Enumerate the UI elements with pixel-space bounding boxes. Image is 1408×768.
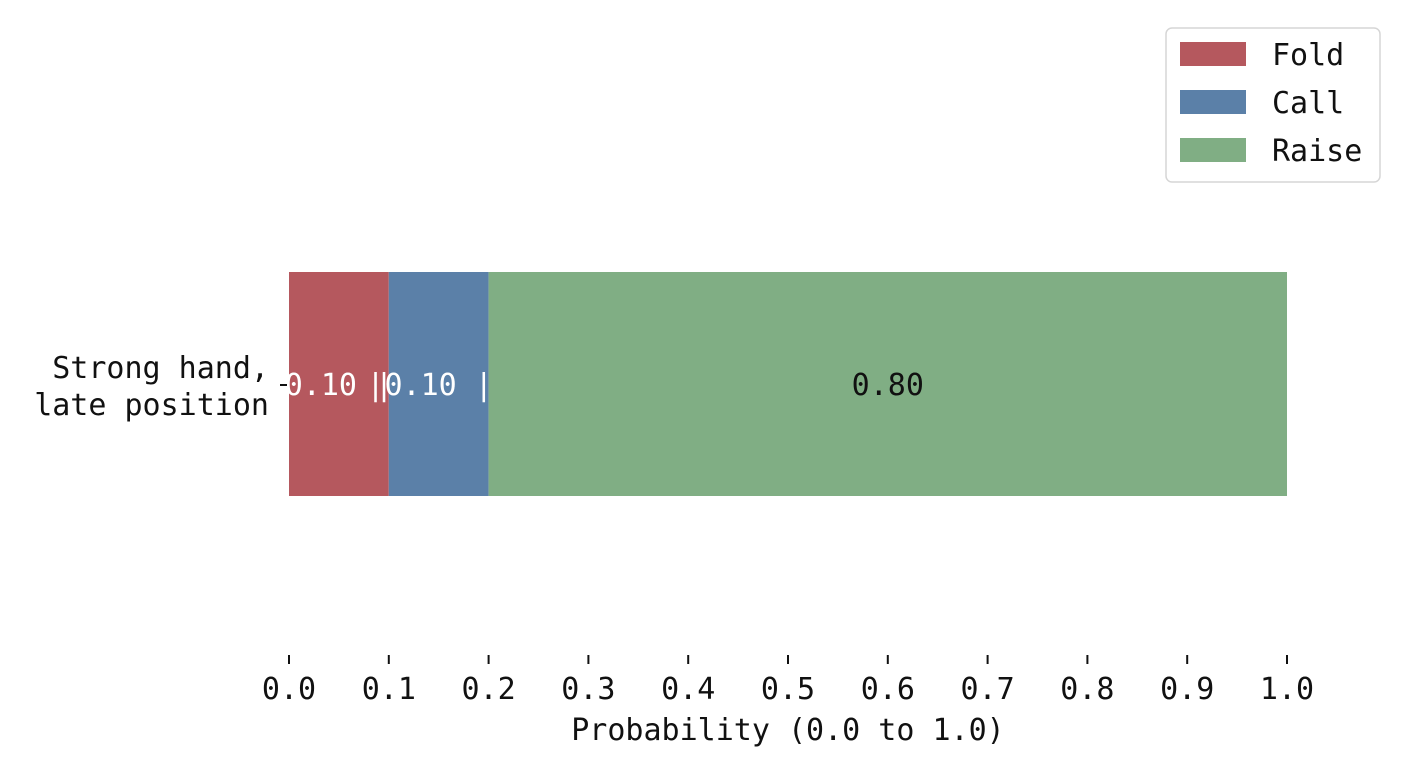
bar-value-label-raise: 0.80 bbox=[852, 368, 924, 403]
bar-segment-fold bbox=[289, 272, 389, 496]
x-tick-label: 1.0 bbox=[1260, 672, 1314, 707]
x-tick-label: 0.7 bbox=[961, 672, 1015, 707]
x-axis-label: Probability (0.0 to 1.0) bbox=[571, 713, 1004, 748]
bars-layer: 0.10 ||0.10 || 0.80 bbox=[285, 272, 1288, 496]
legend-label-raise: Raise bbox=[1272, 134, 1362, 169]
category-axis: Strong hand, late position bbox=[34, 351, 287, 423]
x-axis: Probability (0.0 to 1.0) 0.0 0.1 0.2 0.3 0.4… bbox=[262, 655, 1314, 748]
x-tick-label: 0.4 bbox=[661, 672, 715, 707]
x-tick-label: 0.8 bbox=[1060, 672, 1114, 707]
bar-segment-raise bbox=[488, 272, 1288, 496]
legend-label-call: Call bbox=[1272, 86, 1344, 121]
legend-swatch-raise bbox=[1180, 138, 1246, 162]
legend-swatch-fold bbox=[1180, 42, 1246, 66]
x-tick-label: 0.3 bbox=[561, 672, 615, 707]
legend: Fold Call Raise bbox=[1165, 27, 1381, 183]
category-label-line: late position bbox=[34, 388, 269, 423]
category-label: Strong hand, late position bbox=[34, 351, 269, 423]
bar-segment-call bbox=[388, 272, 489, 496]
x-tick-label: 0.1 bbox=[362, 672, 416, 707]
legend-swatch-call bbox=[1180, 90, 1246, 114]
legend-label-fold: Fold bbox=[1272, 38, 1344, 73]
x-tick-label: 0.9 bbox=[1160, 672, 1214, 707]
bar-value-label-call: |0.10 || bbox=[366, 368, 511, 403]
x-tick-label: 0.0 bbox=[262, 672, 316, 707]
category-label-line: Strong hand, bbox=[52, 351, 269, 386]
x-tick-label: 0.5 bbox=[761, 672, 815, 707]
x-tick-label: 0.2 bbox=[462, 672, 516, 707]
x-tick-label: 0.6 bbox=[861, 672, 915, 707]
bar-value-label-fold: 0.10 | bbox=[285, 368, 393, 403]
